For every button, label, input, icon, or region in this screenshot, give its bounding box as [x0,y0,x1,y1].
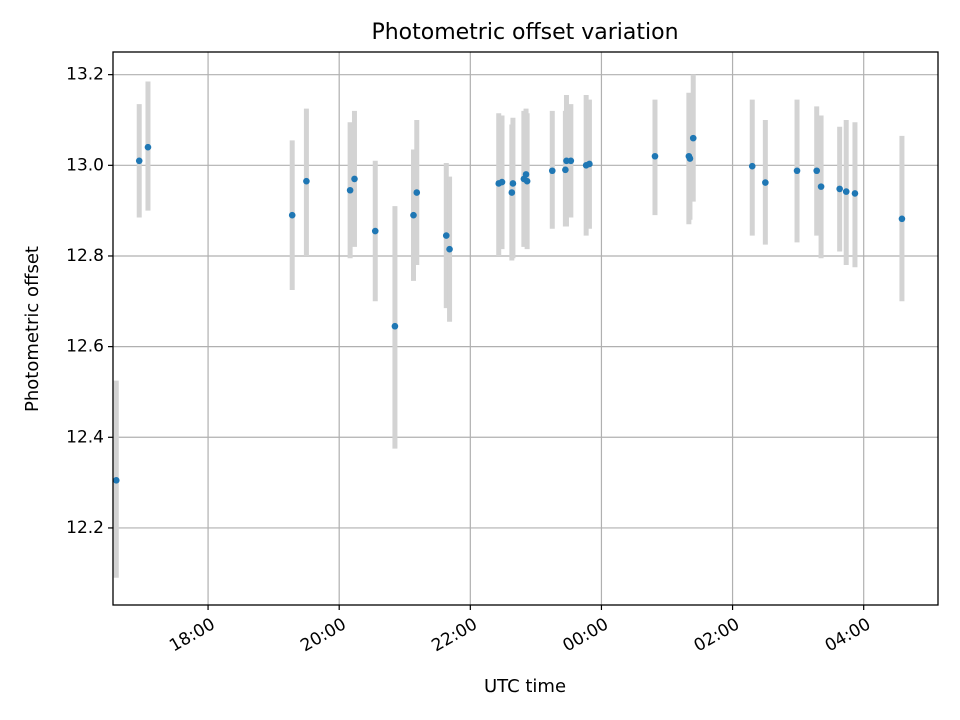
data-point [748,162,756,170]
y-tick-label: 12.2 [66,518,104,538]
y-tick-label: 12.8 [66,246,104,266]
data-point [508,189,516,196]
chart-title: Photometric offset variation [371,20,678,45]
data-point [112,477,120,484]
data-point [446,245,453,253]
y-tick-label: 13.0 [66,155,104,175]
data-point [567,157,575,165]
data-point [813,167,821,175]
y-axis-ticks: 12.2 12.4 12.6 12.8 13.0 13.2 [66,65,113,538]
data-point [836,185,843,193]
data-point [391,322,399,330]
data-point [851,190,859,197]
data-point [351,175,358,183]
data-point [562,166,569,174]
data-point [686,155,694,162]
y-tick-label: 12.6 [66,337,104,357]
data-point [898,215,906,223]
data-point [346,186,354,194]
data-point [522,171,530,178]
data-point [762,179,769,186]
data-point [371,227,379,235]
data-point [498,178,506,186]
data-point [651,152,659,160]
data-point [288,211,296,219]
y-tick-label: 12.4 [66,427,104,447]
data-points [112,134,906,484]
data-point [523,177,531,185]
y-axis-label: Photometric offset [22,246,43,412]
plot-frame [112,51,939,606]
data-point [144,143,152,151]
x-axis-label: UTC time [484,676,566,697]
data-point [586,160,593,168]
data-point [842,188,850,195]
data-point [303,177,310,185]
data-point [509,180,517,187]
data-point [793,167,801,175]
data-point [442,232,450,239]
y-tick-label: 13.2 [66,65,104,85]
data-point [548,167,556,175]
data-point [135,157,143,165]
data-point [410,211,417,219]
data-point [689,134,697,142]
data-point [817,183,825,190]
data-point [413,189,421,196]
